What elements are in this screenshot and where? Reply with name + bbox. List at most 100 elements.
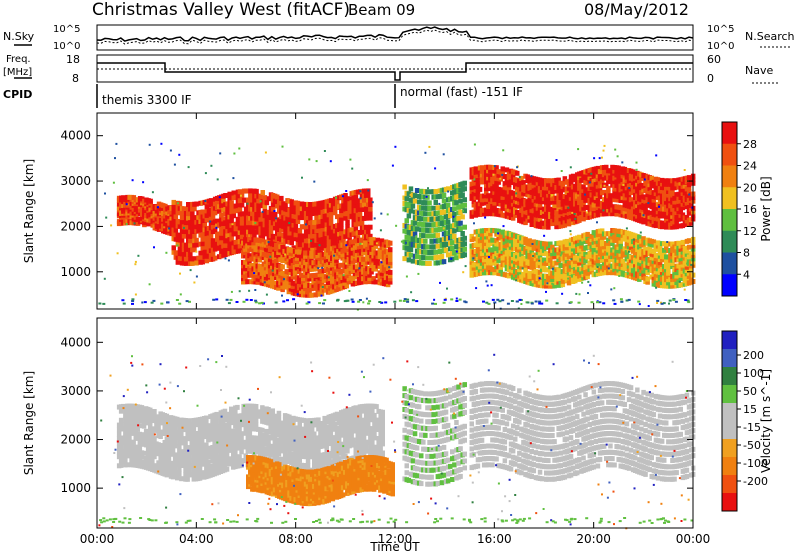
heatmap-cell <box>381 264 387 270</box>
heatmap-cell <box>581 202 586 208</box>
heatmap-cell <box>452 206 457 212</box>
heatmap-cell <box>433 249 438 255</box>
heatmap-cell <box>388 273 393 279</box>
heatmap-cell <box>500 194 505 200</box>
heatmap-cell <box>666 192 671 198</box>
heatmap-cell <box>373 243 378 249</box>
nave-label: Nave <box>745 64 773 77</box>
heatmap-cell <box>254 222 257 224</box>
heatmap-cell <box>445 252 451 258</box>
heatmap-cell <box>443 298 447 301</box>
heatmap-cell <box>411 299 415 302</box>
heatmap-cell <box>606 189 611 195</box>
heatmap-cell <box>496 298 500 301</box>
heatmap-cell <box>265 275 271 281</box>
heatmap-cell <box>670 206 675 212</box>
heatmap-cell <box>452 233 457 239</box>
heatmap-cell <box>280 258 285 263</box>
heatmap-cell <box>517 182 522 188</box>
heatmap-cell <box>638 303 641 306</box>
heatmap-cell <box>269 255 272 258</box>
heatmap-cell <box>408 247 414 252</box>
heatmap-cell <box>628 197 634 203</box>
heatmap-cell <box>462 180 467 186</box>
heatmap-cell <box>521 180 526 186</box>
heatmap-cell <box>596 301 599 304</box>
heatmap-cell <box>227 302 231 305</box>
heatmap-cell <box>227 191 232 197</box>
heatmap-cell <box>259 238 265 244</box>
heatmap-cell <box>423 211 428 217</box>
heatmap-cell <box>332 237 338 243</box>
heatmap-cell <box>323 150 326 152</box>
heatmap-cell <box>260 235 265 241</box>
heatmap-cell <box>179 237 185 243</box>
heatmap-cell <box>607 267 610 270</box>
heatmap-cell <box>554 213 559 219</box>
heatmap-cell <box>313 285 318 291</box>
heatmap-cell <box>267 256 273 262</box>
heatmap-cell <box>276 253 281 259</box>
heatmap-cell <box>619 298 623 301</box>
heatmap-cell <box>335 196 337 199</box>
heatmap-cell <box>388 247 393 253</box>
heatmap-cell <box>152 299 156 302</box>
heatmap-cell <box>590 301 594 304</box>
heatmap-cell <box>537 213 543 219</box>
heatmap-cell <box>501 173 504 176</box>
heatmap-cell <box>258 216 263 222</box>
heatmap-cell <box>567 277 570 280</box>
heatmap-cell <box>255 279 260 285</box>
heatmap-cell <box>289 240 294 246</box>
heatmap-cell <box>587 280 590 283</box>
heatmap-cell <box>373 279 378 285</box>
heatmap-cell <box>597 194 603 200</box>
heatmap-cell <box>343 215 348 221</box>
heatmap-cell <box>288 254 294 260</box>
heatmap-cell <box>581 177 586 183</box>
heatmap-cell <box>458 298 462 301</box>
heatmap-cell <box>586 211 589 214</box>
heatmap-cell <box>410 291 413 294</box>
heatmap-cell <box>454 200 459 206</box>
heatmap-cell <box>365 246 370 252</box>
heatmap-cell <box>310 239 313 242</box>
heatmap-cell <box>225 233 230 239</box>
heatmap-cell <box>414 226 420 232</box>
heatmap-cell <box>388 260 393 266</box>
heatmap-cell <box>330 281 335 287</box>
heatmap-cell <box>666 241 669 243</box>
heatmap-band-e <box>469 164 696 230</box>
heatmap-cell <box>239 225 245 231</box>
heatmap-cell <box>245 279 250 285</box>
heatmap-cell <box>686 238 692 244</box>
heatmap-cell <box>558 191 563 197</box>
heatmap-cell <box>254 229 259 235</box>
heatmap-cell <box>452 215 455 218</box>
heatmap-cell <box>354 274 360 279</box>
heatmap-cell <box>662 220 667 226</box>
heatmap-cell <box>263 255 269 261</box>
heatmap-cell <box>550 189 555 194</box>
heatmap-cell <box>462 208 467 214</box>
heatmap-cell <box>597 176 603 182</box>
heatmap-cell <box>229 236 234 242</box>
heatmap-cell <box>433 298 436 301</box>
heatmap-cell <box>252 224 257 230</box>
heatmap-cell <box>530 175 533 178</box>
heatmap-cell <box>373 240 378 246</box>
heatmap-cell <box>301 206 307 212</box>
heatmap-cell <box>517 210 522 216</box>
heatmap-cell <box>280 277 285 283</box>
heatmap-cell <box>249 269 254 275</box>
heatmap-cell <box>406 300 410 303</box>
heatmap-cell <box>402 300 406 302</box>
heatmap-cell <box>546 282 549 285</box>
heatmap-cell <box>235 216 241 222</box>
heatmap-cell <box>288 222 291 225</box>
heatmap-cell <box>616 179 621 185</box>
heatmap-cell <box>239 193 245 199</box>
heatmap-cell <box>233 152 236 155</box>
station-title: Christmas Valley West (fitACF) <box>92 0 350 20</box>
heatmap-cell <box>658 205 661 208</box>
